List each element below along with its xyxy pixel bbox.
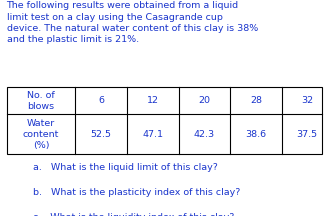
Text: No. of
blows: No. of blows — [27, 91, 55, 111]
Text: 6: 6 — [98, 96, 104, 105]
Text: 32: 32 — [301, 96, 313, 105]
Bar — [7, 87, 322, 154]
Text: 42.3: 42.3 — [194, 130, 215, 139]
Text: 38.6: 38.6 — [246, 130, 267, 139]
Text: The following results were obtained from a liquid
limit test on a clay using the: The following results were obtained from… — [7, 1, 258, 44]
Text: 47.1: 47.1 — [142, 130, 163, 139]
Text: 52.5: 52.5 — [91, 130, 112, 139]
Text: 37.5: 37.5 — [296, 130, 318, 139]
Text: 12: 12 — [147, 96, 159, 105]
Text: Water
content
(%): Water content (%) — [23, 119, 59, 150]
Text: c.   What is the liquidity index of this clay?: c. What is the liquidity index of this c… — [33, 213, 234, 216]
Text: a.   What is the liquid limit of this clay?: a. What is the liquid limit of this clay… — [33, 163, 217, 172]
Text: 28: 28 — [250, 96, 262, 105]
Text: b.   What is the plasticity index of this clay?: b. What is the plasticity index of this … — [33, 188, 240, 197]
Text: 20: 20 — [198, 96, 210, 105]
